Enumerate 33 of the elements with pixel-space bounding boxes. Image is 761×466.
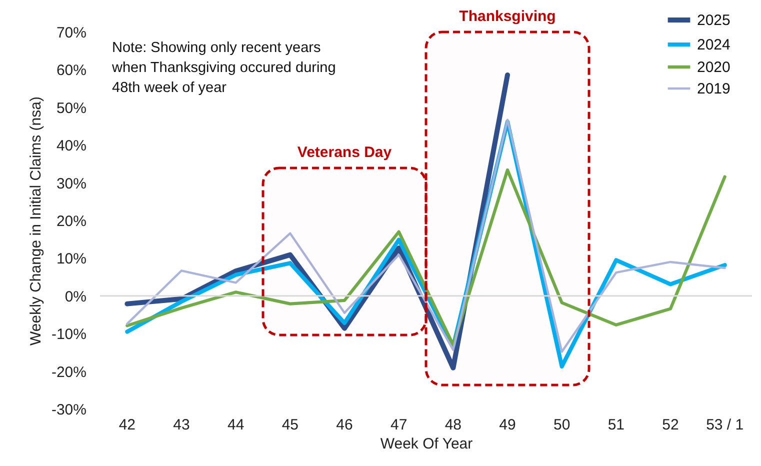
- x-tick-label: 53 / 1: [706, 416, 744, 434]
- y-axis-title: Weekly Change in Initial Claims (nsa): [27, 96, 44, 346]
- y-tick-label: 70%: [56, 24, 86, 42]
- y-tick-label: 50%: [56, 100, 86, 117]
- x-tick-label: 52: [662, 416, 679, 434]
- x-tick-label: 43: [173, 416, 190, 434]
- x-tick-label: 50: [553, 416, 570, 434]
- y-tick-label: -30%: [51, 402, 86, 418]
- y-tick-label: 10%: [56, 250, 86, 268]
- x-tick-label: 44: [227, 416, 244, 434]
- y-tick-label: -10%: [51, 326, 86, 344]
- legend-label: 2025: [697, 12, 730, 29]
- y-tick-label: 0%: [64, 288, 86, 306]
- x-tick-label: 47: [390, 416, 408, 434]
- x-tick-label: 42: [118, 416, 136, 434]
- legend-label: 2020: [697, 59, 730, 76]
- x-tick-label: 49: [499, 416, 516, 434]
- y-tick-label: 40%: [56, 138, 86, 155]
- x-tick-label: 48: [444, 416, 462, 434]
- annotation: Note: Showing only recent years when Thanksgiving occured during 48th week of year: [112, 39, 337, 98]
- x-axis-title: Week Of Year: [380, 436, 473, 452]
- line-series: [126, 168, 726, 346]
- x-tick-label: 51: [608, 416, 625, 434]
- y-tick-label: 30%: [56, 175, 86, 192]
- x-tick-label: 46: [336, 416, 353, 434]
- y-tick-label: 60%: [56, 62, 86, 80]
- band-label: Veterans Day: [297, 144, 392, 161]
- y-tick-label: 20%: [56, 213, 86, 230]
- band-label: Thanksgiving: [459, 8, 556, 25]
- legend-label: 2019: [697, 80, 730, 98]
- x-tick-label: 45: [282, 416, 299, 434]
- legend-label: 2024: [697, 36, 730, 54]
- y-tick-label: -20%: [51, 364, 86, 381]
